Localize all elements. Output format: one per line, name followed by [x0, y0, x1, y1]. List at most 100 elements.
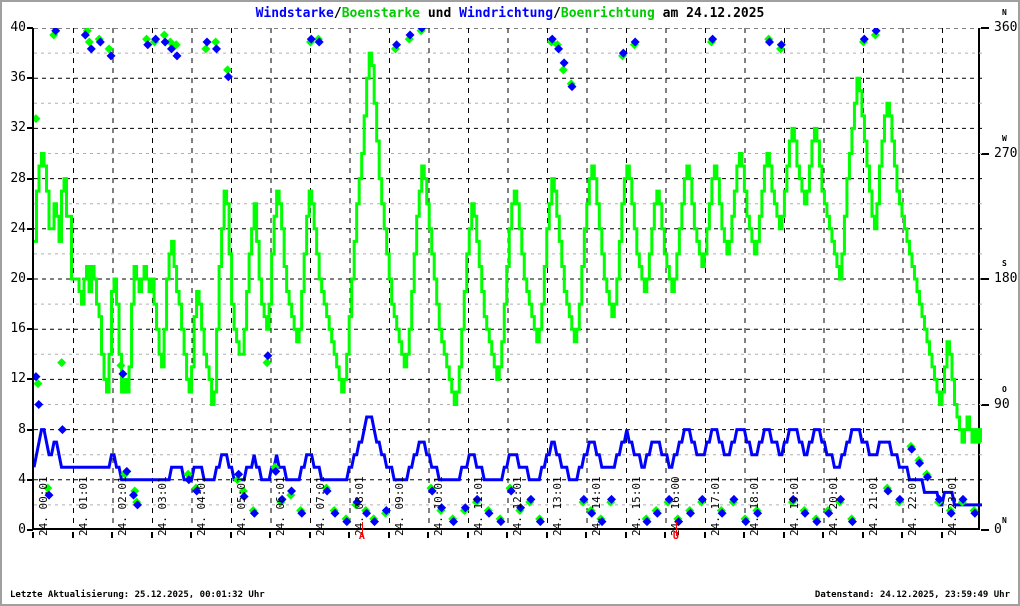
- x-tick-label: 24. 15:01: [629, 476, 643, 536]
- y-tick-mark-left: [27, 27, 33, 29]
- x-tick-label: 24. 23:01: [945, 476, 959, 536]
- sunrise-marker: A: [358, 531, 365, 542]
- title-gust-direction: Boenrichtung: [560, 6, 655, 21]
- x-tick-mark: [822, 532, 824, 538]
- x-tick-label: 24. 03:01: [155, 476, 169, 536]
- y-tick-left: 40: [10, 20, 26, 35]
- x-tick-label: 24. 13:01: [550, 476, 564, 536]
- x-tick-mark: [624, 532, 627, 538]
- x-tick-label: 24. 07:01: [313, 476, 327, 536]
- x-tick-label: 24. 18:01: [748, 476, 761, 536]
- x-tick-mark: [940, 532, 943, 538]
- y-tick-left: 32: [10, 120, 26, 136]
- x-tick-mark: [269, 532, 271, 538]
- title-mid: und: [420, 6, 460, 21]
- x-tick-label: 24. 21:01: [866, 476, 880, 536]
- title-sep1: /: [333, 6, 342, 21]
- compass-label-w: W: [1002, 133, 1007, 143]
- x-tick-mark: [545, 532, 548, 538]
- sun-tick: [361, 522, 363, 536]
- plot-area: [32, 28, 982, 530]
- y-tick-left: 0: [18, 522, 26, 537]
- x-tick-label: 24. 00:01: [37, 476, 50, 536]
- sunset-marker: U: [672, 531, 679, 542]
- x-tick-mark: [664, 532, 666, 538]
- x-tick-mark: [506, 532, 508, 538]
- x-tick-mark: [743, 532, 745, 538]
- y-tick-left: 24: [10, 220, 26, 236]
- y-tick-left: 20: [10, 271, 26, 286]
- data-layer: [34, 28, 982, 527]
- x-tick-label: 24. 19:01: [787, 476, 801, 536]
- y-tick-left: 36: [10, 70, 26, 86]
- x-tick-mark: [387, 532, 390, 538]
- x-tick-label: 24. 06:01: [274, 476, 287, 536]
- x-tick-mark: [308, 532, 311, 538]
- title-wind-direction: Windrichtung: [459, 6, 554, 21]
- y-tick-mark-left: [27, 177, 33, 180]
- y-tick-right: 360: [994, 20, 1018, 35]
- y-tick-mark-right: [981, 152, 989, 155]
- x-tick-label: 24. 10:01: [432, 476, 445, 536]
- x-tick-mark: [111, 532, 113, 538]
- compass-label-n: N: [1002, 516, 1007, 525]
- y-tick-right: 90: [994, 396, 1010, 412]
- title-date: am 24.12.2025: [654, 6, 765, 21]
- y-tick-mark-left: [27, 278, 33, 280]
- y-tick-left: 4: [18, 471, 26, 487]
- y-tick-mark-left: [27, 127, 33, 130]
- x-tick-mark: [427, 532, 429, 538]
- x-tick-label: 24. 02:01: [116, 476, 129, 536]
- title-wind-speed: Windstarke: [255, 6, 334, 21]
- title-sep2: /: [553, 6, 561, 21]
- x-tick-mark: [229, 532, 232, 538]
- last-update-text: Letzte Aktualisierung: 25.12.2025, 00:01…: [10, 590, 265, 600]
- y-tick-left: 8: [18, 421, 26, 437]
- y-tick-left: 28: [10, 170, 26, 186]
- x-tick-label: 24. 20:01: [827, 476, 840, 536]
- y-tick-right: 270: [994, 145, 1018, 161]
- title-gust-speed: Boenstarke: [341, 6, 420, 21]
- x-tick-label: 24. 17:01: [708, 476, 722, 536]
- x-tick-label: 24. 05:01: [234, 476, 248, 536]
- x-tick-mark: [782, 532, 785, 538]
- x-tick-label: 24. 09:01: [392, 476, 406, 536]
- data-status-text: Datenstand: 24.12.2025, 23:59:49 Uhr: [814, 590, 1010, 600]
- y-tick-mark-left: [27, 478, 33, 481]
- x-tick-mark: [32, 532, 34, 538]
- x-tick-mark: [150, 532, 153, 538]
- compass-label-o: O: [1002, 384, 1007, 394]
- y-tick-mark-right: [981, 27, 989, 29]
- x-tick-mark: [190, 532, 192, 538]
- y-tick-mark-left: [27, 77, 33, 80]
- x-tick-label: 24. 11:01: [471, 476, 485, 536]
- page-title: Windstarke/Boenstarke und Windrichtung/B…: [2, 6, 1018, 21]
- compass-label-n: N: [1002, 8, 1007, 17]
- x-tick-label: 24. 04:01: [195, 476, 208, 536]
- x-tick-mark: [71, 532, 74, 538]
- x-tick-label: 24. 14:01: [590, 476, 603, 536]
- y-tick-mark-right: [981, 529, 989, 531]
- y-tick-mark-left: [27, 529, 33, 531]
- compass-label-s: S: [1002, 259, 1007, 268]
- y-tick-mark-left: [27, 227, 33, 230]
- x-tick-mark: [466, 532, 469, 538]
- x-tick-mark: [861, 532, 864, 538]
- x-tick-label: 24. 01:01: [76, 476, 90, 536]
- y-tick-right: 0: [994, 522, 1002, 537]
- x-tick-mark: [585, 532, 587, 538]
- x-tick-mark: [348, 532, 350, 538]
- x-tick-label: 24. 12:01: [511, 476, 524, 536]
- y-tick-mark-right: [981, 278, 989, 280]
- sun-tick: [675, 522, 677, 536]
- x-tick-mark: [703, 532, 706, 538]
- y-tick-mark-left: [27, 428, 33, 431]
- x-tick-label: 24. 08:01: [353, 476, 366, 536]
- x-tick-mark: [901, 532, 903, 538]
- y-tick-left: 12: [10, 371, 26, 387]
- y-tick-mark-right: [981, 403, 989, 406]
- y-tick-right: 180: [994, 271, 1018, 286]
- y-tick-left: 16: [10, 321, 26, 337]
- y-tick-mark-left: [27, 328, 33, 331]
